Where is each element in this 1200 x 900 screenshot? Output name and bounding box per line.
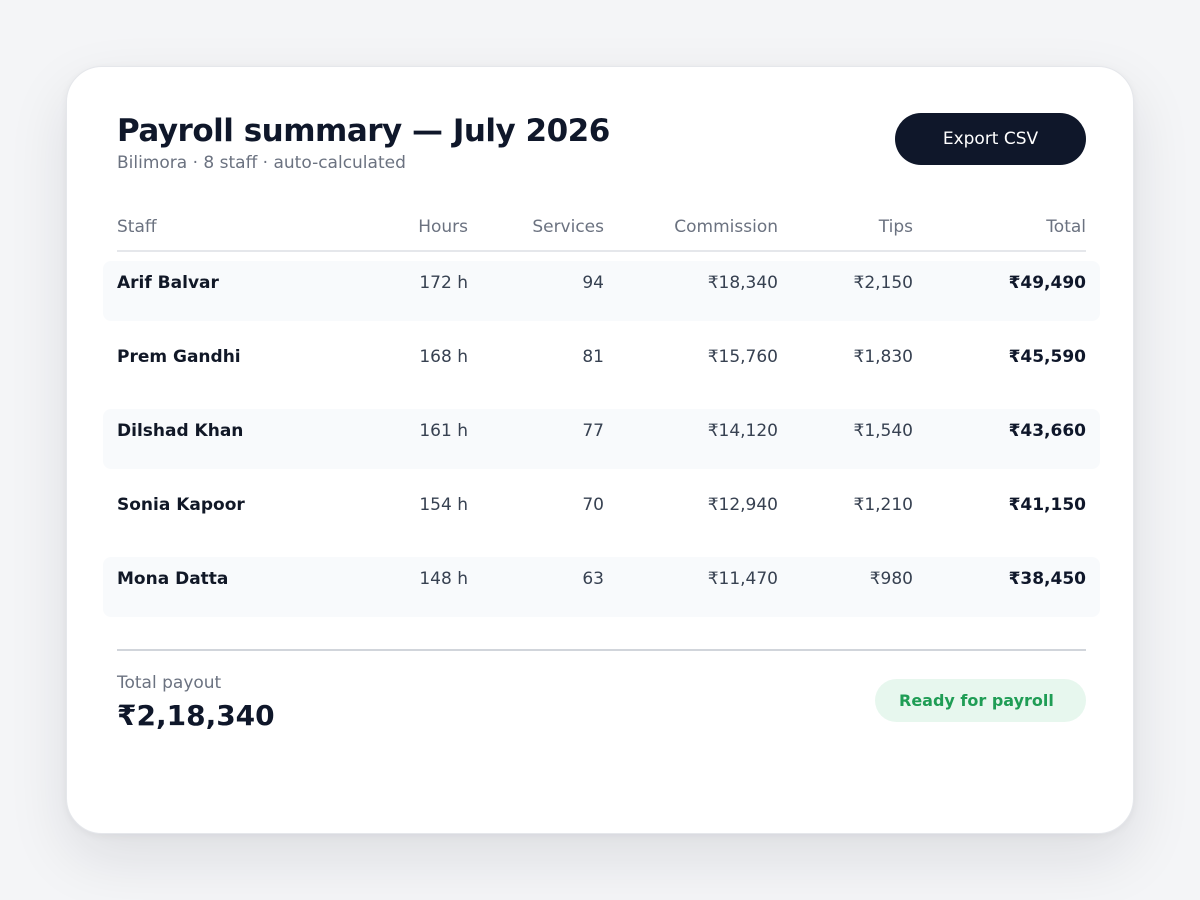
tips-cell: ₹2,150 [853, 273, 913, 293]
hours-cell: 172 h [419, 273, 468, 293]
total-payout-label: Total payout [117, 673, 222, 693]
commission-cell: ₹15,760 [707, 347, 778, 367]
total-payout-value: ₹2,18,340 [117, 699, 275, 732]
total-cell: ₹38,450 [1008, 569, 1086, 589]
payroll-summary-card: Payroll summary — July 2026 Bilimora · 8… [66, 66, 1134, 834]
payroll-table: Staff Hours Services Commission Tips Tot… [103, 207, 1100, 617]
column-header-tips[interactable]: Tips [878, 217, 913, 237]
table-row[interactable]: Dilshad Khan 161 h 77 ₹14,120 ₹1,540 ₹43… [103, 409, 1100, 469]
tips-cell: ₹1,210 [853, 495, 913, 515]
total-cell: ₹45,590 [1008, 347, 1086, 367]
services-cell: 94 [582, 273, 604, 293]
table-row[interactable]: Mona Datta 148 h 63 ₹11,470 ₹980 ₹38,450 [103, 557, 1100, 617]
page-title: Payroll summary — July 2026 [117, 113, 610, 149]
tips-cell: ₹980 [869, 569, 913, 589]
commission-cell: ₹12,940 [707, 495, 778, 515]
services-cell: 70 [582, 495, 604, 515]
services-cell: 63 [582, 569, 604, 589]
tips-cell: ₹1,830 [853, 347, 913, 367]
tips-cell: ₹1,540 [853, 421, 913, 441]
table-header: Staff Hours Services Commission Tips Tot… [117, 207, 1086, 252]
table-row[interactable]: Sonia Kapoor 154 h 70 ₹12,940 ₹1,210 ₹41… [103, 483, 1100, 543]
services-cell: 77 [582, 421, 604, 441]
staff-name: Dilshad Khan [117, 421, 244, 441]
total-cell: ₹49,490 [1008, 273, 1086, 293]
staff-name: Sonia Kapoor [117, 495, 245, 515]
column-header-hours[interactable]: Hours [418, 217, 468, 237]
status-badge: Ready for payroll [875, 679, 1086, 722]
hours-cell: 148 h [419, 569, 468, 589]
total-cell: ₹43,660 [1008, 421, 1086, 441]
export-csv-button[interactable]: Export CSV [895, 113, 1086, 165]
hours-cell: 161 h [419, 421, 468, 441]
hours-cell: 168 h [419, 347, 468, 367]
staff-name: Prem Gandhi [117, 347, 241, 367]
staff-name: Arif Balvar [117, 273, 219, 293]
page-subtitle: Bilimora · 8 staff · auto-calculated [117, 153, 406, 173]
staff-name: Mona Datta [117, 569, 229, 589]
services-cell: 81 [582, 347, 604, 367]
commission-cell: ₹18,340 [707, 273, 778, 293]
commission-cell: ₹14,120 [707, 421, 778, 441]
column-header-total[interactable]: Total [1046, 217, 1086, 237]
footer-divider [117, 649, 1086, 651]
column-header-commission[interactable]: Commission [674, 217, 778, 237]
hours-cell: 154 h [419, 495, 468, 515]
commission-cell: ₹11,470 [707, 569, 778, 589]
total-cell: ₹41,150 [1008, 495, 1086, 515]
table-row[interactable]: Arif Balvar 172 h 94 ₹18,340 ₹2,150 ₹49,… [103, 261, 1100, 321]
column-header-services[interactable]: Services [532, 217, 604, 237]
table-row[interactable]: Prem Gandhi 168 h 81 ₹15,760 ₹1,830 ₹45,… [103, 335, 1100, 395]
column-header-staff[interactable]: Staff [117, 217, 157, 237]
